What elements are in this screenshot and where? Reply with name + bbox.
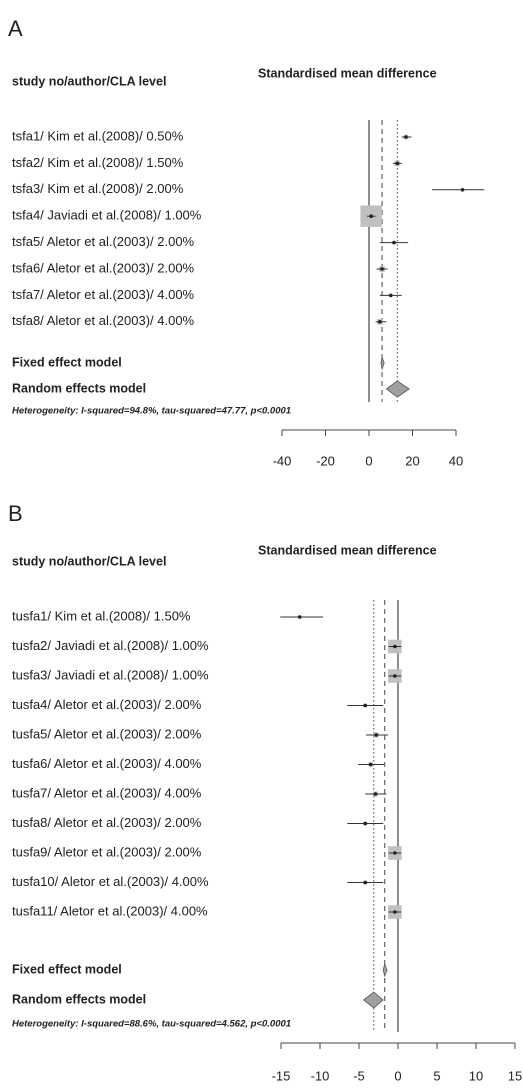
point-estimate [388, 293, 393, 298]
point-estimate [460, 188, 465, 192]
axis-title: Standardised mean difference [258, 66, 437, 80]
column-header: study no/author/CLA level [12, 74, 166, 88]
x-tick-label: -20 [316, 453, 335, 468]
point-estimate [392, 240, 396, 245]
point-estimate [395, 161, 400, 166]
x-tick-label: 10 [469, 1068, 483, 1083]
study-label: tusfa8/ Aletor et al.(2003)/ 2.00% [12, 815, 202, 830]
panel-label: A [8, 16, 23, 41]
study-label: tsfa7/ Aletor et al.(2003)/ 4.00% [12, 287, 195, 302]
point-estimate [393, 644, 397, 649]
x-tick-label: 20 [405, 453, 419, 468]
study-label: tsfa2/ Kim et al.(2008)/ 1.50% [12, 155, 184, 170]
point-estimate [373, 792, 378, 796]
x-tick-label: 0 [365, 453, 372, 468]
point-estimate [393, 674, 397, 678]
study-label: tsfa6/ Aletor et al.(2003)/ 2.00% [12, 260, 195, 275]
study-label: tusfa3/ Javiadi et al.(2008)/ 1.00% [12, 667, 209, 682]
point-estimate [297, 615, 302, 619]
study-label: tsfa3/ Kim et al.(2008)/ 2.00% [12, 181, 184, 196]
summary-diamond [380, 355, 385, 371]
point-estimate [363, 880, 368, 885]
study-label: tusfa1/ Kim et al.(2008)/ 1.50% [12, 608, 191, 623]
point-estimate [378, 320, 382, 324]
summary-diamond [382, 962, 388, 978]
x-tick-label: 5 [433, 1068, 440, 1083]
axis-title: Standardised mean difference [258, 543, 437, 557]
heterogeneity-note: Heterogeneity: I-squared=88.6%, tau-squa… [12, 1019, 291, 1030]
panel-label: B [8, 501, 23, 526]
point-estimate [368, 762, 373, 767]
summary-label: Random effects model [12, 381, 146, 395]
study-label: tusfa2/ Javiadi et al.(2008)/ 1.00% [12, 638, 209, 653]
point-estimate [374, 733, 378, 737]
study-label: tusfa5/ Aletor et al.(2003)/ 2.00% [12, 726, 202, 741]
x-tick-label: -10 [311, 1068, 330, 1083]
study-label: tusfa10/ Aletor et al.(2003)/ 4.00% [12, 874, 209, 889]
x-tick-label: 15 [508, 1068, 522, 1083]
point-estimate [363, 703, 368, 708]
x-tick-label: -5 [353, 1068, 365, 1083]
point-estimate [380, 267, 384, 271]
study-label: tusfa9/ Aletor et al.(2003)/ 2.00% [12, 844, 202, 859]
summary-label: Random effects model [12, 992, 146, 1006]
point-estimate [393, 851, 397, 855]
x-tick-label: -40 [273, 453, 292, 468]
summary-diamond [385, 380, 410, 398]
x-tick-label: 0 [394, 1068, 401, 1083]
study-label: tusfa11/ Aletor et al.(2003)/ 4.00% [12, 903, 208, 918]
point-estimate [404, 135, 408, 139]
summary-diamond [363, 991, 384, 1009]
point-estimate [393, 910, 397, 914]
point-estimate [363, 821, 368, 826]
summary-label: Fixed effect model [12, 355, 122, 369]
study-label: tusfa6/ Aletor et al.(2003)/ 4.00% [12, 756, 202, 771]
x-tick-label: -15 [272, 1068, 291, 1083]
summary-label: Fixed effect model [12, 962, 122, 976]
heterogeneity-note: Heterogeneity: I-squared=94.8%, tau-squa… [12, 406, 291, 417]
study-label: tsfa1/ Kim et al.(2008)/ 0.50% [12, 128, 184, 143]
study-label: tusfa7/ Aletor et al.(2003)/ 4.00% [12, 785, 202, 800]
study-label: tsfa4/ Javiadi et al.(2008)/ 1.00% [12, 208, 202, 223]
study-label: tusfa4/ Aletor et al.(2003)/ 2.00% [12, 697, 202, 712]
study-label: tsfa8/ Aletor et al.(2003)/ 4.00% [12, 313, 195, 328]
point-estimate [369, 214, 373, 218]
study-label: tsfa5/ Aletor et al.(2003)/ 2.00% [12, 234, 195, 249]
x-tick-label: 40 [449, 453, 463, 468]
column-header: study no/author/CLA level [12, 554, 166, 568]
